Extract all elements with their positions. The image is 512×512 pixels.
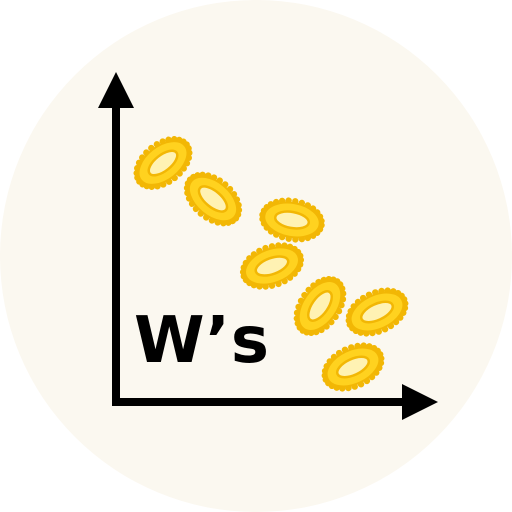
x-axis-arrowhead xyxy=(402,384,438,420)
cell-nucleus xyxy=(307,290,333,322)
cell-nucleus xyxy=(147,149,179,177)
oval-bacterium-icon xyxy=(259,197,325,243)
cell-cluster xyxy=(133,136,409,392)
oval-bacterium-icon xyxy=(293,275,347,337)
oval-bacterium-icon xyxy=(183,171,243,227)
cell-nucleus xyxy=(273,210,311,230)
cell-nucleus xyxy=(197,185,229,213)
cell-nucleus xyxy=(359,300,395,324)
y-axis-arrowhead xyxy=(98,72,134,108)
oval-bacterium-icon xyxy=(321,342,385,392)
oval-bacterium-icon xyxy=(239,242,305,290)
oval-bacterium-icon xyxy=(345,287,409,337)
cell-nucleus xyxy=(335,355,371,379)
oval-bacterium-icon xyxy=(133,136,193,190)
xy-axes-icon xyxy=(98,72,438,420)
cell-nucleus xyxy=(254,255,290,277)
w-label: W’s xyxy=(134,304,270,378)
